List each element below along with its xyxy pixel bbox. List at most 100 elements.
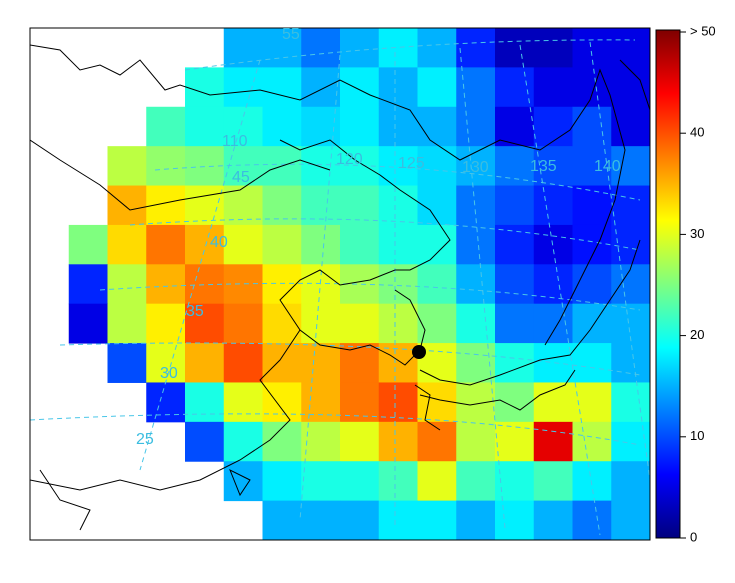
grid-cell <box>456 303 496 344</box>
grid-cell <box>378 185 418 226</box>
grid-cell <box>495 343 535 383</box>
grid-cell <box>572 382 612 423</box>
grid-cell <box>417 264 457 305</box>
grid-cell <box>146 106 186 147</box>
grid-cell <box>495 224 535 265</box>
grid-cell <box>68 264 108 305</box>
grid-cell <box>417 28 457 68</box>
grid-cell <box>495 500 535 540</box>
grid-cell <box>417 224 457 265</box>
grid-cell <box>378 500 418 540</box>
graticule-label: 120 <box>336 151 363 168</box>
colorbar-tick-label: 40 <box>690 125 704 140</box>
grid-cell <box>533 461 573 502</box>
grid-cell <box>533 343 573 383</box>
colorbar-tick-label: 0 <box>690 529 697 544</box>
grid-cell <box>533 67 573 108</box>
grid-cell <box>262 106 302 147</box>
grid-cell <box>301 382 341 423</box>
grid-cell <box>301 461 341 502</box>
grid-cell <box>262 461 302 502</box>
grid-cell <box>185 343 225 383</box>
grid-cell <box>456 146 496 187</box>
graticule-label: 25 <box>136 431 154 448</box>
grid-cell <box>68 224 108 265</box>
grid-cell <box>262 500 302 540</box>
grid-cell <box>107 303 147 344</box>
grid-cell <box>417 106 457 147</box>
grid-cell <box>572 500 612 540</box>
grid-cell <box>378 264 418 305</box>
grid-cell <box>223 67 263 108</box>
colorbar-ticks: > 50 40 30 20 10 0 <box>680 23 716 544</box>
grid-cell <box>340 461 380 502</box>
grid-cell <box>301 343 341 383</box>
grid-cell <box>301 28 341 68</box>
grid-cell <box>378 461 418 502</box>
grid-cell <box>456 421 496 462</box>
grid-cell <box>340 500 380 540</box>
grid-cell <box>107 146 147 187</box>
grid-cell <box>495 28 535 68</box>
grid-cell <box>533 500 573 540</box>
grid-cell <box>223 224 263 265</box>
grid-cell <box>301 500 341 540</box>
grid-cell <box>262 382 302 423</box>
grid-cell <box>572 106 612 147</box>
grid-cell <box>611 185 650 226</box>
grid-cell <box>223 343 263 383</box>
grid-cell <box>495 303 535 344</box>
grid-cell <box>340 421 380 462</box>
grid-cell <box>456 461 496 502</box>
grid-cell <box>185 146 225 187</box>
grid-cell <box>533 303 573 344</box>
grid-cell <box>378 421 418 462</box>
grid-cell <box>611 146 650 187</box>
grid-cell <box>456 224 496 265</box>
map-frame <box>29 27 651 541</box>
grid-cell <box>611 500 650 540</box>
grid-cell <box>495 461 535 502</box>
grid-cell <box>146 303 186 344</box>
grid-cell <box>185 224 225 265</box>
graticule-label: 130 <box>462 159 489 176</box>
grid-cell <box>572 421 612 462</box>
grid-cell <box>378 106 418 147</box>
grid-cell <box>611 106 650 147</box>
grid-cell <box>611 67 650 108</box>
grid-cell <box>417 500 457 540</box>
grid-cell <box>146 264 186 305</box>
grid-cell <box>301 67 341 108</box>
grid-cell <box>223 461 263 502</box>
grid-cell <box>340 106 380 147</box>
grid-cell <box>572 343 612 383</box>
grid-cell <box>611 461 650 502</box>
grid-cell <box>495 185 535 226</box>
grid-cell <box>533 224 573 265</box>
grid-cell <box>456 264 496 305</box>
grid-cell <box>533 421 573 462</box>
grid-cell <box>533 185 573 226</box>
grid-cell <box>417 303 457 344</box>
grid-cell <box>301 224 341 265</box>
grid-cell <box>495 67 535 108</box>
grid-cell <box>533 382 573 423</box>
grid-cell <box>572 67 612 108</box>
grid-cell <box>107 224 147 265</box>
grid-cell <box>456 28 496 68</box>
grid-cell <box>417 67 457 108</box>
graticule-label: 125 <box>398 155 425 172</box>
colorbar <box>655 29 681 539</box>
grid-cell <box>107 343 147 383</box>
grid-cell <box>340 185 380 226</box>
grid-cell <box>417 146 457 187</box>
graticule-label: 40 <box>210 234 228 251</box>
grid-cell <box>611 382 650 423</box>
grid-cell <box>262 67 302 108</box>
grid-cell <box>572 303 612 344</box>
grid-cell <box>223 28 263 68</box>
grid-cell <box>456 67 496 108</box>
grid-cell <box>533 106 573 147</box>
